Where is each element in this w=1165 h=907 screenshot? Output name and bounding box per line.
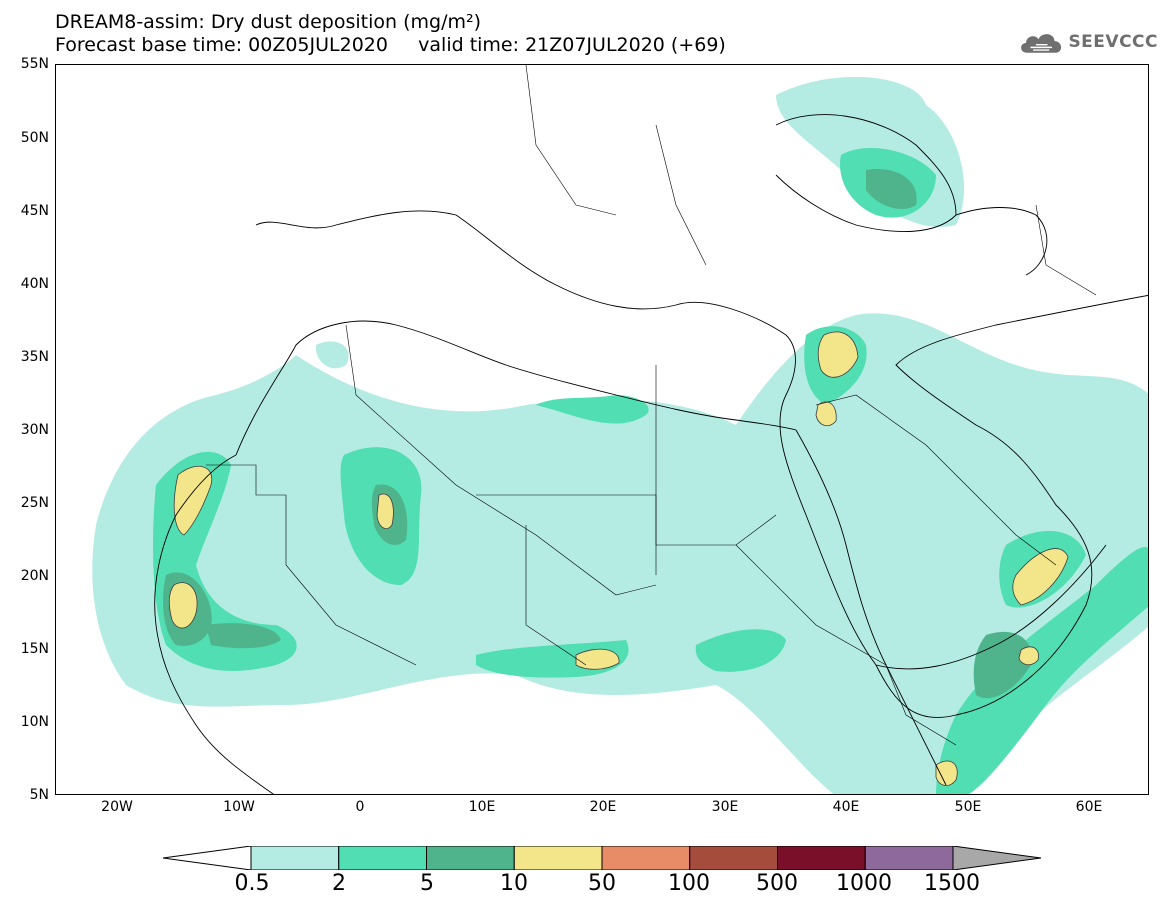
map-title: DREAM8-assim: Dry dust deposition (mg/m²… — [55, 11, 482, 33]
lat-tick-label: 55N — [20, 56, 49, 72]
map-canvas — [92, 65, 1148, 794]
colorbar-under-arrow — [163, 846, 252, 870]
colorbar-level-label: 100 — [668, 871, 710, 896]
colorbar-swatch — [689, 846, 778, 870]
lon-tick-label: 20E — [589, 799, 617, 815]
colorbar-swatch — [426, 846, 515, 870]
colorbar-swatch — [777, 846, 866, 870]
country-borders — [206, 65, 1097, 746]
logo-text: SEEVCCC — [1068, 32, 1158, 52]
lat-tick-label: 30N — [20, 422, 49, 438]
colorbar-level-label: 1000 — [836, 871, 892, 896]
lat-tick-label: 35N — [20, 349, 49, 365]
seevccc-logo: SEEVCCC — [1018, 26, 1158, 58]
colorbar — [163, 846, 1042, 870]
forecast-time-line: Forecast base time: 00Z05JUL2020 valid t… — [55, 34, 726, 56]
lat-tick-label: 15N — [20, 641, 49, 657]
colorbar-swatch — [601, 846, 691, 870]
colorbar-swatch — [338, 846, 427, 870]
lat-tick-label: 50N — [20, 130, 49, 146]
lon-tick-label: 10E — [468, 799, 496, 815]
lon-tick-label: 40E — [832, 799, 860, 815]
lon-tick-label: 50E — [954, 799, 982, 815]
colorbar-swatches — [250, 846, 954, 870]
lat-tick-label: 25N — [20, 495, 49, 511]
colorbar-level-label: 500 — [756, 871, 798, 896]
map-panel — [55, 64, 1149, 795]
lon-tick-label: 20W — [101, 799, 133, 815]
colorbar-level-label: 0.5 — [234, 871, 270, 896]
lat-tick-label: 40N — [20, 276, 49, 292]
lon-tick-label: 0 — [355, 799, 365, 815]
colorbar-swatch — [864, 846, 954, 870]
coastlines — [154, 114, 1148, 794]
lon-tick-label: 30E — [711, 799, 739, 815]
lat-tick-label: 5N — [29, 787, 49, 803]
lon-tick-label: 10W — [223, 799, 255, 815]
lat-tick-label: 10N — [20, 714, 49, 730]
dust-field-level-4 — [168, 331, 1069, 786]
colorbar-swatch — [513, 846, 603, 870]
colorbar-level-label: 50 — [588, 871, 616, 896]
colorbar-level-label: 5 — [420, 871, 434, 896]
lon-tick-label: 60E — [1075, 799, 1103, 815]
colorbar-level-label: 2 — [332, 871, 346, 896]
lat-tick-label: 45N — [20, 203, 49, 219]
colorbar-level-label: 10 — [500, 871, 528, 896]
cloud-icon — [1021, 34, 1062, 53]
colorbar-swatch — [250, 846, 340, 870]
colorbar-over-arrow — [952, 846, 1042, 870]
colorbar-level-label: 1500 — [924, 871, 980, 896]
lat-tick-label: 20N — [20, 568, 49, 584]
